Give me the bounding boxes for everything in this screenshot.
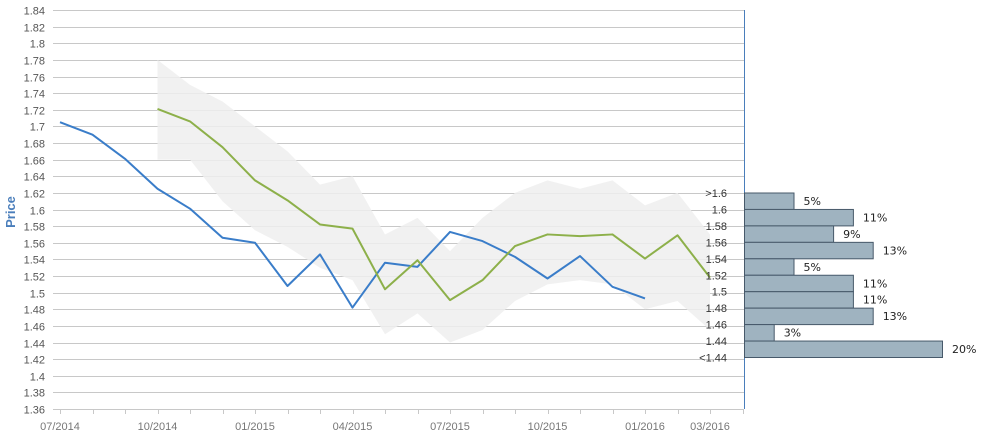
y-tick-label: 1.4 (30, 372, 45, 384)
y-tick-label: 1.52 (24, 272, 45, 284)
histogram-percent-label: 20% (952, 343, 976, 356)
y-tick-label: 1.6 (30, 206, 45, 218)
histogram-bin-label: 1.46 (706, 320, 727, 332)
y-tick-label: 1.64 (24, 172, 45, 184)
y-tick-label: 1.36 (24, 405, 45, 417)
histogram-percent-label: 11% (863, 294, 887, 307)
x-tick-label: 10/2015 (528, 421, 568, 433)
histogram-bin-label: 1.44 (706, 336, 727, 348)
histogram-percent-label: 11% (863, 277, 887, 290)
histogram-percent-label: 9% (843, 228, 860, 241)
y-tick-label: 1.84 (24, 6, 45, 18)
histogram-bar (744, 192, 795, 210)
y-tick-label: 1.66 (24, 156, 45, 168)
x-tick-label: 01/2016 (625, 421, 665, 433)
y-tick-label: 1.48 (24, 305, 45, 317)
y-tick-label: 1.76 (24, 73, 45, 85)
x-tick-label: 10/2014 (138, 421, 178, 433)
histogram-bin-label: 1.5 (712, 287, 727, 299)
y-axis-label: Price (3, 196, 18, 228)
histogram-bar (744, 307, 874, 326)
y-tick-label: 1.54 (24, 255, 45, 267)
y-tick-label: 1.82 (24, 23, 45, 35)
histogram-bar (744, 225, 835, 243)
y-tick-label: 1.7 (30, 122, 45, 134)
histogram-bin-label: 1.6 (712, 204, 727, 216)
histogram-percent-label: 13% (883, 244, 907, 257)
y-tick-label: 1.38 (24, 388, 45, 400)
histogram: >1.6 5% 1.6 11% 1.58 9% 1.56 13% 1.54 5% 1.52 11% 1.… (699, 188, 976, 365)
y-tick-label: 1.5 (30, 289, 45, 301)
y-tick-label: 1.62 (24, 189, 45, 201)
confidence-band (157, 59, 710, 343)
histogram-bin-label: >1.6 (705, 188, 727, 200)
histogram-bin-label: 1.52 (706, 270, 727, 282)
x-tick-label: 01/2015 (235, 421, 275, 433)
histogram-percent-label: 5% (804, 261, 821, 274)
range-band (157, 59, 710, 343)
y-tick-label: 1.72 (24, 106, 45, 118)
histogram-bin-label: 1.58 (706, 221, 727, 233)
histogram-bar (744, 340, 943, 358)
x-tick-label: 07/2014 (40, 421, 80, 433)
histogram-bar (744, 274, 854, 293)
histogram-bar (744, 324, 775, 342)
histogram-percent-label: 11% (863, 211, 887, 224)
x-tick-label: 04/2015 (333, 421, 373, 433)
x-tick-label: 03/2016 (690, 421, 730, 433)
histogram-bar (744, 241, 874, 260)
green-series-line (157, 107, 711, 302)
blue-series-line (59, 121, 646, 309)
histogram-bin-label: <1.44 (699, 353, 727, 365)
histogram-bin-label: 1.48 (706, 303, 727, 315)
histogram-bin-label: 1.56 (706, 237, 727, 249)
y-tick-label: 1.44 (24, 339, 45, 351)
y-tick-label: 1.46 (24, 322, 45, 334)
histogram-percent-label: 3% (784, 327, 801, 340)
y-tick-label: 1.58 (24, 222, 45, 234)
histogram-bar (744, 258, 795, 276)
histogram-bar (744, 291, 854, 309)
histogram-bar (744, 208, 854, 227)
y-tick-label: 1.8 (30, 39, 45, 51)
x-tick-label: 07/2015 (430, 421, 470, 433)
y-tick-label: 1.42 (24, 355, 45, 367)
histogram-percent-label: 13% (883, 310, 907, 323)
y-tick-label: 1.78 (24, 56, 45, 68)
y-tick-label: 1.68 (24, 139, 45, 151)
y-tick-label: 1.56 (24, 239, 45, 251)
histogram-percent-label: 5% (804, 195, 821, 208)
axes: 1.36 1.38 1.4 1.42 1.44 1.46 1.48 1.5 1.52 1.54 1.… (24, 6, 745, 433)
series-lines (59, 107, 711, 309)
y-tick-label: 1.74 (24, 89, 45, 101)
histogram-bin-label: 1.54 (706, 254, 727, 266)
